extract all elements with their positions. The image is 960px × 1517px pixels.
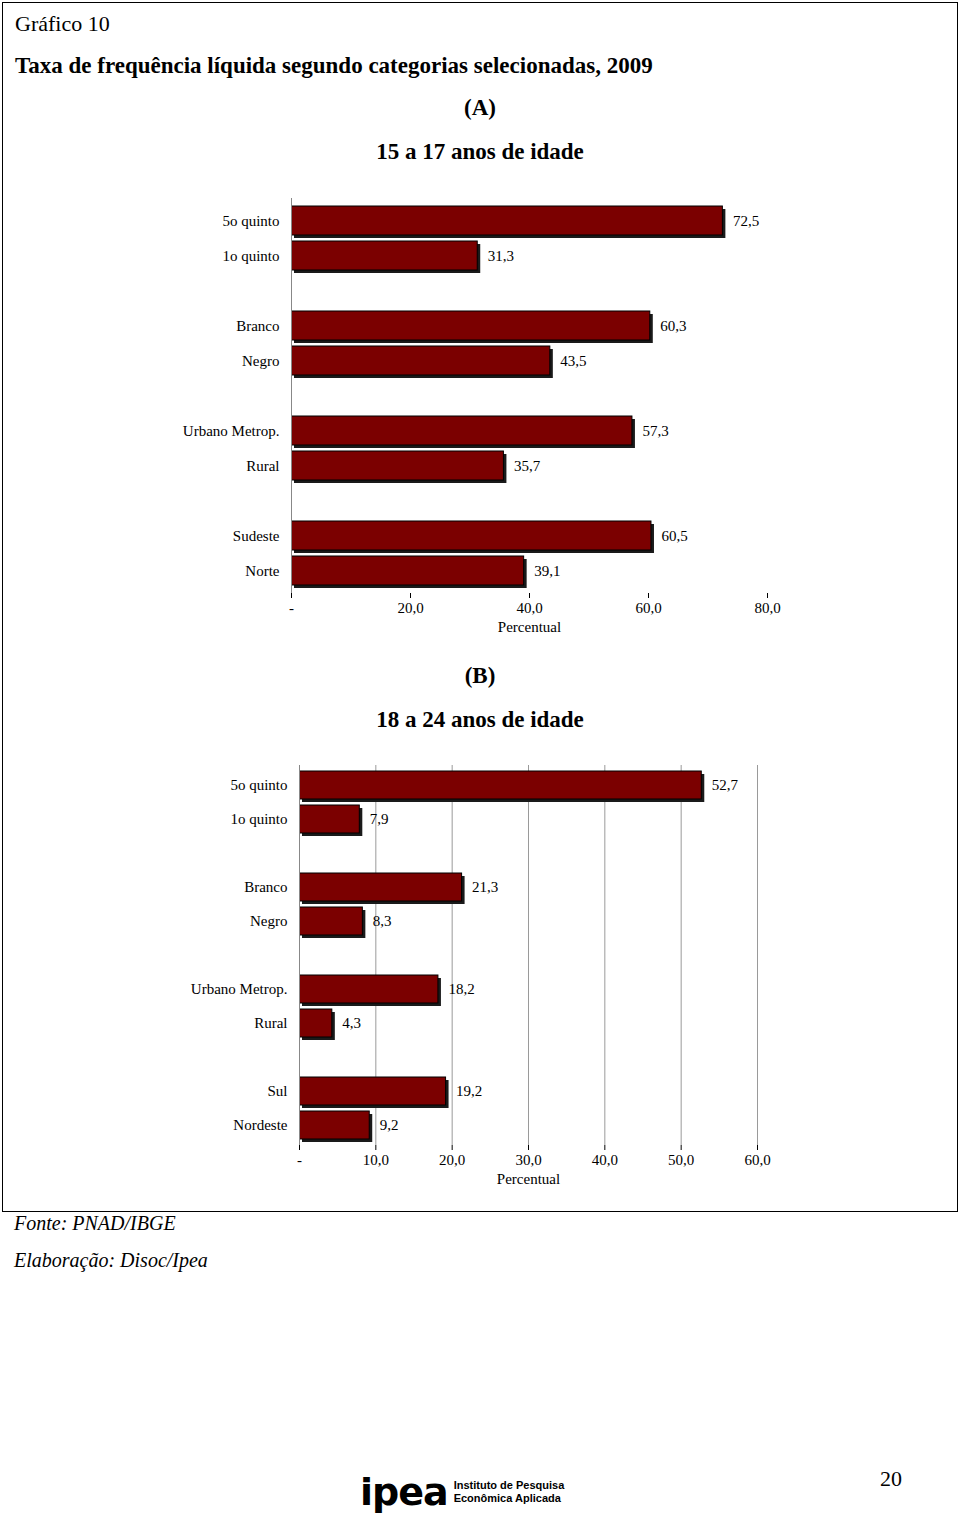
svg-text:60,3: 60,3 [660, 318, 686, 334]
svg-text:40,0: 40,0 [516, 600, 542, 616]
svg-text:Rural: Rural [254, 1015, 287, 1031]
html-text:Fonte: PNAD/IBGE: Fonte: PNAD/IBGE [14, 1212, 176, 1234]
html-text:18 a 24 anos de idade: 18 a 24 anos de idade [376, 707, 584, 732]
svg-text:35,7: 35,7 [514, 458, 541, 474]
html-text:20: 20 [880, 1466, 902, 1491]
html-text:Gráfico 10: Gráfico 10 [15, 11, 110, 36]
svg-text:Rural: Rural [246, 458, 279, 474]
svg-text:43,5: 43,5 [560, 353, 586, 369]
svg-text:10,0: 10,0 [363, 1152, 389, 1168]
svg-text:Branco: Branco [236, 318, 279, 334]
svg-text:31,3: 31,3 [488, 248, 514, 264]
svg-text:60,0: 60,0 [744, 1152, 770, 1168]
svg-text:Urbano Metrop.: Urbano Metrop. [191, 981, 288, 997]
svg-text:20,0: 20,0 [397, 600, 423, 616]
svg-text:60,0: 60,0 [635, 600, 661, 616]
svg-text:20,0: 20,0 [439, 1152, 465, 1168]
svg-text:39,1: 39,1 [534, 563, 560, 579]
html-text:ipea: ipea [360, 1470, 448, 1514]
svg-text:30,0: 30,0 [515, 1152, 541, 1168]
html-text:Econômica Aplicada: Econômica Aplicada [453, 1492, 561, 1504]
svg-text:Nordeste: Nordeste [233, 1117, 287, 1133]
html-text:Taxa de frequência líquida seg: Taxa de frequência líquida segundo categ… [15, 53, 653, 78]
svg-text:8,3: 8,3 [373, 913, 392, 929]
html-text:15 a 17 anos de idade: 15 a 17 anos de idade [376, 139, 584, 164]
svg-text:57,3: 57,3 [642, 423, 668, 439]
svg-text:19,2: 19,2 [456, 1083, 482, 1099]
html-text:(A): (A) [464, 95, 496, 120]
svg-text:-: - [289, 600, 294, 616]
svg-text:72,5: 72,5 [733, 213, 759, 229]
svg-text:Urbano Metrop.: Urbano Metrop. [183, 423, 280, 439]
svg-text:1o quinto: 1o quinto [230, 811, 287, 827]
svg-text:Norte: Norte [245, 563, 279, 579]
svg-text:52,7: 52,7 [712, 777, 739, 793]
svg-text:5o quinto: 5o quinto [222, 213, 279, 229]
svg-text:Branco: Branco [244, 879, 287, 895]
svg-text:Sudeste: Sudeste [233, 528, 280, 544]
svg-text:Negro: Negro [242, 353, 280, 369]
svg-text:1o quinto: 1o quinto [222, 248, 279, 264]
svg-text:7,9: 7,9 [370, 811, 389, 827]
svg-text:18,2: 18,2 [448, 981, 474, 997]
svg-text:Negro: Negro [250, 913, 288, 929]
svg-text:5o quinto: 5o quinto [230, 777, 287, 793]
svg-text:40,0: 40,0 [592, 1152, 618, 1168]
svg-text:-: - [297, 1152, 302, 1168]
svg-text:50,0: 50,0 [668, 1152, 694, 1168]
html-text:(B): (B) [464, 663, 496, 688]
svg-text:Percentual: Percentual [497, 1171, 560, 1187]
svg-text:60,5: 60,5 [661, 528, 687, 544]
svg-text:80,0: 80,0 [754, 600, 780, 616]
svg-text:9,2: 9,2 [380, 1117, 399, 1133]
svg-text:Percentual: Percentual [498, 619, 561, 635]
svg-text:Sul: Sul [267, 1083, 287, 1099]
html-text:Instituto de Pesquisa: Instituto de Pesquisa [453, 1479, 565, 1491]
html-text:Elaboração: Disoc/Ipea: Elaboração: Disoc/Ipea [14, 1249, 208, 1271]
svg-text:21,3: 21,3 [472, 879, 498, 895]
svg-text:4,3: 4,3 [342, 1015, 361, 1031]
